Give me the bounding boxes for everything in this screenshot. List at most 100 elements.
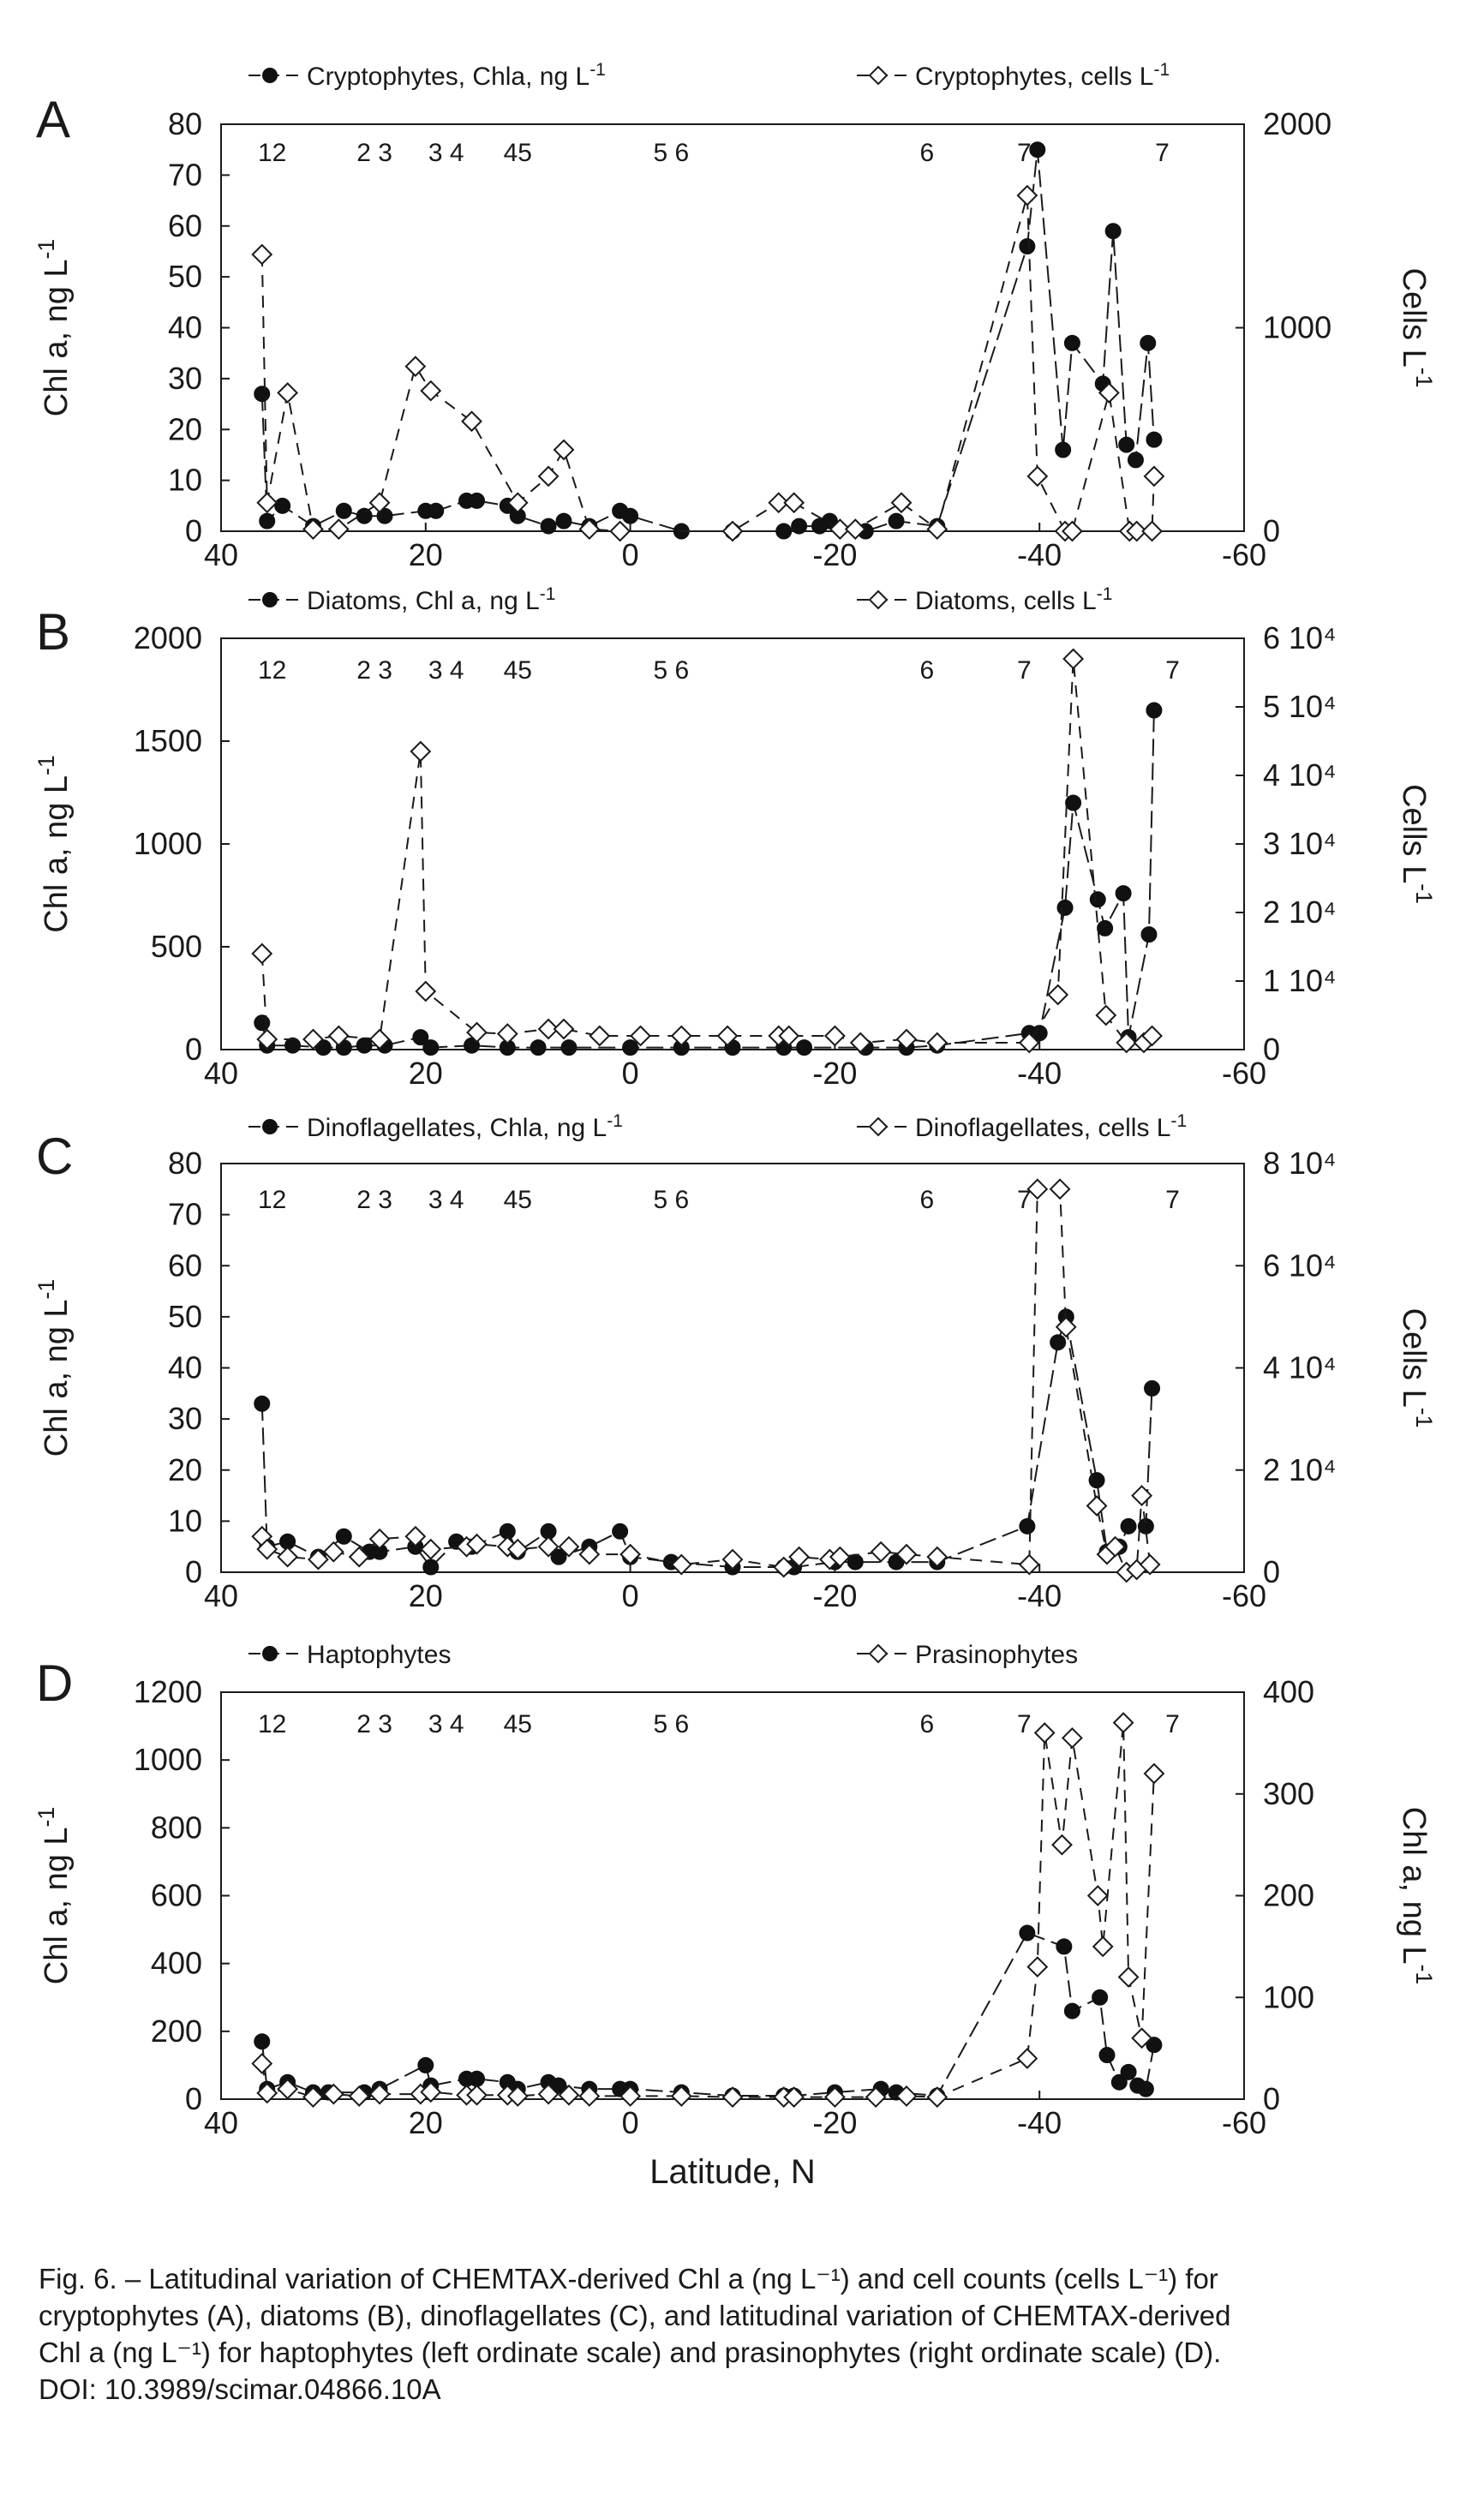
series-line-secondary [260, 1722, 1155, 2098]
data-point-filled [422, 1039, 440, 1056]
data-point-filled [1140, 926, 1158, 943]
data-point-open [870, 1541, 892, 1563]
data-point-filled [1050, 1334, 1067, 1351]
y-left-tick-label: 1500 [134, 723, 202, 758]
y-left-tick-label: 80 [168, 1146, 202, 1181]
data-point-open [895, 1543, 918, 1565]
data-point-filled [469, 2070, 485, 2087]
data-point-open [1016, 184, 1038, 206]
x-axis-title: Latitude, N [649, 2153, 815, 2191]
data-point-open [1143, 1762, 1165, 1785]
data-point-filled [791, 518, 808, 535]
data-point-open [466, 1021, 488, 1044]
y-left-tick-label: 60 [168, 208, 202, 243]
data-point-filled [1137, 1517, 1154, 1535]
y-right-tick-label: 0 [1263, 2081, 1280, 2116]
data-point-open [1092, 1936, 1114, 1958]
data-point-open [926, 1546, 948, 1568]
legend-label: Cryptophytes, cells L-1 [915, 60, 1170, 92]
data-point-open [410, 740, 432, 763]
data-point-open [404, 356, 427, 378]
data-point-open [926, 1032, 948, 1054]
data-point-open [277, 2078, 299, 2100]
x-tick-label: 0 [622, 537, 639, 572]
data-point-filled [1104, 223, 1122, 240]
data-point-open [1061, 1727, 1083, 1749]
data-point-open [537, 1018, 559, 1040]
legend-label: Haptophytes [307, 1641, 451, 1669]
data-point-open [302, 518, 324, 541]
station-label: 6 [920, 1186, 935, 1214]
y-right-axis-title: Cells L-1 [1396, 268, 1437, 388]
y-left-tick-label: 800 [151, 1810, 202, 1845]
y-left-tick-label: 1000 [134, 826, 202, 861]
station-label: 5 6 [654, 1186, 690, 1214]
data-point-open [420, 1538, 442, 1560]
y-left-tick-label: 10 [168, 1503, 202, 1538]
station-label: 6 [920, 139, 935, 167]
series-line-secondary [260, 658, 1153, 1044]
legend-marker-open [868, 65, 889, 86]
caption-line: Fig. 6. – Latitudinal variation of CHEMT… [39, 2263, 1218, 2295]
x-tick-label: 0 [622, 1056, 639, 1091]
data-point-filled [417, 2056, 434, 2073]
data-point-open [322, 2083, 344, 2105]
legend-label: Diatoms, Chl a, ng L-1 [307, 584, 555, 616]
station-label: 12 [258, 656, 286, 685]
data-point-filled [1120, 2063, 1137, 2080]
data-point-open [1061, 520, 1083, 542]
x-tick-label: -40 [1017, 2105, 1062, 2140]
data-point-open [829, 1546, 851, 1568]
data-point-open [589, 1025, 611, 1047]
data-point-open [609, 520, 631, 542]
data-point-filled [1146, 2037, 1163, 2054]
plot-frame-B [220, 637, 1245, 1050]
data-point-open [716, 1025, 739, 1047]
data-point-filled [1098, 2047, 1116, 2064]
data-point-open [256, 492, 278, 514]
station-label: 2 3 [356, 1710, 392, 1738]
y-left-tick-label: 0 [185, 2081, 202, 2116]
y-right-tick-label: 0 [1263, 1554, 1280, 1589]
data-point-open [404, 1525, 427, 1547]
data-point-open [895, 2085, 918, 2107]
data-point-open [368, 1528, 391, 1550]
data-point-filled [1063, 334, 1080, 351]
data-point-filled [775, 523, 793, 540]
x-tick-label: 20 [409, 2105, 443, 2140]
plot-frame-A [220, 123, 1245, 532]
data-point-open [1104, 1535, 1126, 1558]
station-label: 45 [504, 1710, 532, 1738]
data-point-filled [888, 512, 905, 530]
station-label: 7 [1165, 656, 1180, 685]
data-point-open [1051, 1834, 1073, 1856]
y-right-tick-label: 0 [1263, 513, 1280, 548]
data-point-open [670, 2085, 692, 2107]
panel-letter-D: D [36, 1654, 73, 1712]
x-tick-label: 40 [204, 1056, 238, 1091]
data-point-open [1086, 1495, 1108, 1517]
station-label: 3 4 [428, 1186, 464, 1214]
data-point-open [251, 2053, 273, 2074]
series-line-primary [260, 709, 1155, 1049]
y-right-axis-title: Cells L-1 [1396, 784, 1437, 904]
station-label: 2 3 [356, 139, 392, 167]
y-left-tick-label: 1200 [134, 1674, 202, 1709]
station-label: 3 4 [428, 1710, 464, 1738]
data-point-filled [356, 507, 373, 524]
data-point-open [619, 1543, 642, 1565]
data-point-open [277, 1546, 299, 1568]
data-point-filled [560, 1039, 577, 1056]
data-point-filled [622, 507, 639, 524]
data-point-filled [274, 497, 291, 514]
y-right-tick-label: 5 10⁴ [1263, 689, 1337, 724]
data-point-open [1143, 465, 1165, 488]
data-point-open [1098, 382, 1120, 404]
data-point-filled [1019, 1517, 1036, 1535]
station-label: 3 4 [428, 656, 464, 685]
y-left-tick-label: 50 [168, 259, 202, 294]
data-point-filled [1029, 141, 1046, 159]
x-tick-label: 40 [204, 1578, 238, 1613]
data-point-open [578, 2085, 601, 2107]
y-left-tick-label: 200 [151, 2013, 202, 2049]
